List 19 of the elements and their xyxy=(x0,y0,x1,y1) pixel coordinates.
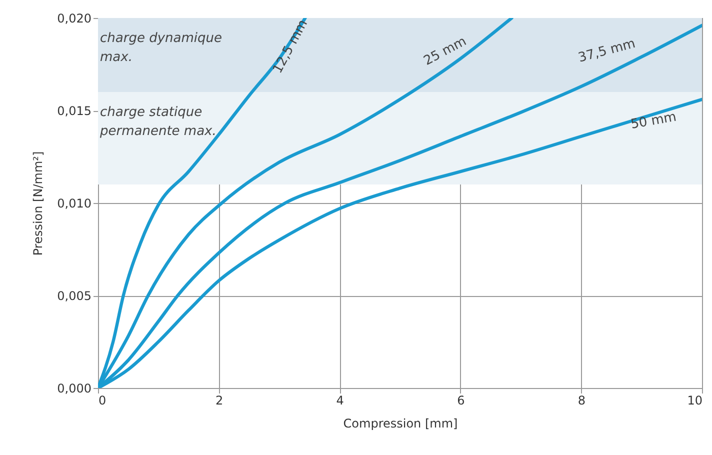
y-tick-label: 0,015 xyxy=(57,104,92,118)
x-axis-title: Compression [mm] xyxy=(343,416,458,430)
band-label: charge statique permanente max. xyxy=(99,105,216,139)
x-tick-label: 6 xyxy=(457,394,465,408)
y-tick-label: 0,020 xyxy=(57,12,92,26)
x-tick-label: 10 xyxy=(687,394,702,408)
x-tick-label: 2 xyxy=(215,394,224,408)
x-tick-label: 4 xyxy=(336,394,344,408)
x-tick-label: 8 xyxy=(578,394,586,408)
text: 50 mm xyxy=(630,110,678,132)
text: 12,5 mm xyxy=(270,17,312,76)
y-axis-title: Pression [N/mm²] xyxy=(31,151,46,256)
y-tick-label: 0,005 xyxy=(57,289,92,303)
text: 25 mm xyxy=(421,34,470,69)
x-tick-label: 0 xyxy=(98,394,106,408)
band-label: charge dynamique max. xyxy=(100,31,222,65)
y-tick-label: 0,000 xyxy=(57,382,92,396)
text: 37,5 mm xyxy=(576,36,638,66)
y-tick-label: 0,010 xyxy=(57,196,92,210)
